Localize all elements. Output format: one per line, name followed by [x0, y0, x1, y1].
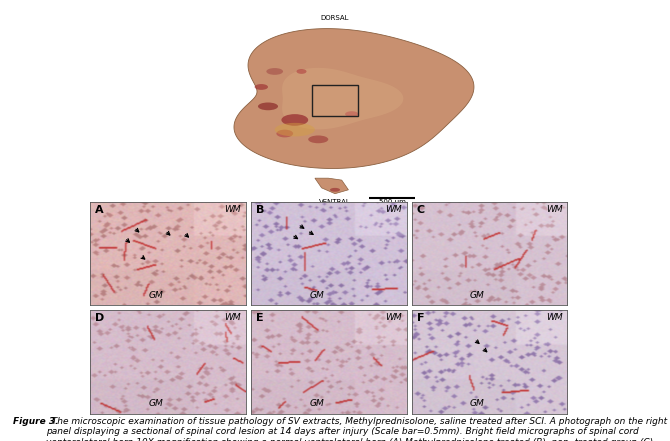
Text: A: A: [95, 205, 104, 215]
Text: The microscopic examination of tissue pathology of SV extracts, Methylprednisolo: The microscopic examination of tissue pa…: [46, 417, 667, 441]
Polygon shape: [315, 178, 348, 194]
Text: E: E: [256, 313, 263, 323]
Ellipse shape: [330, 188, 340, 192]
Ellipse shape: [281, 114, 308, 126]
Ellipse shape: [308, 135, 328, 143]
Text: WM: WM: [224, 313, 241, 322]
Text: Figure 3.: Figure 3.: [13, 417, 59, 426]
Text: DORSAL: DORSAL: [321, 15, 349, 21]
Text: D: D: [95, 313, 105, 323]
Text: F: F: [417, 313, 424, 323]
Text: WM: WM: [385, 313, 402, 322]
Text: B: B: [256, 205, 264, 215]
Ellipse shape: [258, 102, 278, 110]
Ellipse shape: [255, 84, 268, 90]
Text: C: C: [417, 205, 425, 215]
Text: GM: GM: [309, 291, 324, 300]
Ellipse shape: [275, 123, 315, 136]
Text: GM: GM: [470, 291, 484, 300]
Ellipse shape: [266, 68, 283, 75]
Polygon shape: [234, 29, 474, 168]
Text: WM: WM: [385, 205, 402, 213]
Text: WM: WM: [224, 205, 241, 213]
Text: VENTRAL: VENTRAL: [319, 199, 351, 206]
Text: GM: GM: [148, 400, 163, 408]
Ellipse shape: [276, 130, 293, 138]
Polygon shape: [282, 68, 403, 129]
Text: WM: WM: [546, 205, 563, 213]
Text: 500 μm: 500 μm: [379, 199, 405, 206]
Text: GM: GM: [470, 400, 484, 408]
Text: WM: WM: [546, 313, 563, 322]
Ellipse shape: [297, 69, 306, 74]
Ellipse shape: [345, 111, 358, 117]
Text: GM: GM: [309, 400, 324, 408]
Text: GM: GM: [148, 291, 163, 300]
Bar: [312, 85, 358, 116]
